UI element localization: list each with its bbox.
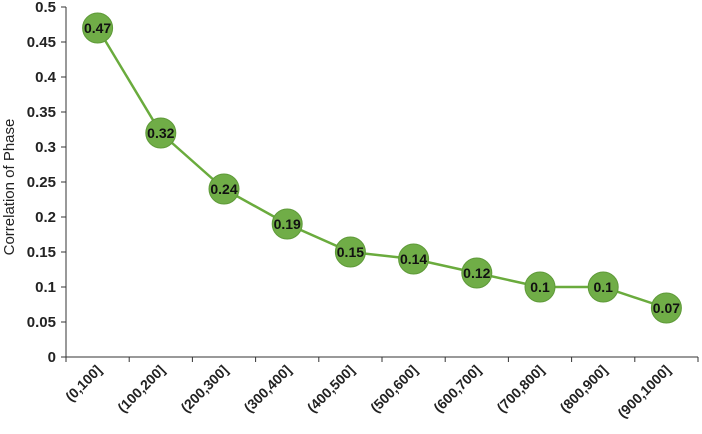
x-tick-label: (500,600] [367,362,421,416]
data-point [334,236,366,268]
x-tick-label: (900,1000] [614,362,673,421]
x-tick-label: (100,200] [114,362,168,416]
y-tick-label: 0.1 [35,279,56,296]
data-label: 0.24 [210,181,237,197]
y-tick-label: 0 [48,349,56,366]
data-point [271,208,303,240]
data-label: 0.1 [530,279,550,295]
data-point [587,271,619,303]
y-tick-label: 0.5 [35,0,56,16]
y-tick-label: 0.2 [35,209,56,226]
series: 0.47 0.32 0.24 0.19 0.15 0.14 0.12 0.1 0.1 0.07 [82,12,682,324]
y-tick-label: 0.45 [27,34,56,51]
x-ticks: (0,100] (100,200] (200,300] (300,400] (400,5… [62,357,699,421]
y-ticks: 0 0.05 0.1 0.15 0.2 0.25 0.3 0.35 0.4 0.45 0.5 [27,0,66,366]
y-tick-label: 0.05 [27,314,56,331]
data-label: 0.07 [653,300,680,316]
x-tick-label: (700,800] [493,362,547,416]
y-tick-label: 0.25 [27,174,56,191]
data-point [208,173,240,205]
x-tick-label: (400,500] [304,362,358,416]
x-tick-label: (0,100] [62,362,105,405]
series-line [96,27,667,310]
data-label: 0.1 [593,279,613,295]
x-tick-label: (600,700] [430,362,484,416]
data-label: 0.12 [463,265,490,281]
data-label: 0.32 [147,125,174,141]
data-point [461,257,493,289]
axes [65,7,698,358]
data-point [650,292,682,324]
data-point [398,243,430,275]
y-tick-label: 0.3 [35,139,56,156]
data-label: 0.15 [337,244,364,260]
x-tick-label: (200,300] [177,362,231,416]
y-axis-label: Correlation of Phase [1,119,18,256]
x-tick-label: (300,400] [241,362,295,416]
y-tick-label: 0.15 [27,244,56,261]
data-point [524,271,556,303]
y-tick-label: 0.4 [35,69,57,86]
x-tick-label: (800,900] [557,362,611,416]
data-point [145,117,177,149]
data-point [82,12,114,44]
data-label: 0.47 [84,20,111,36]
data-label: 0.19 [274,216,301,232]
data-label: 0.14 [400,251,427,267]
y-tick-label: 0.35 [27,104,56,121]
